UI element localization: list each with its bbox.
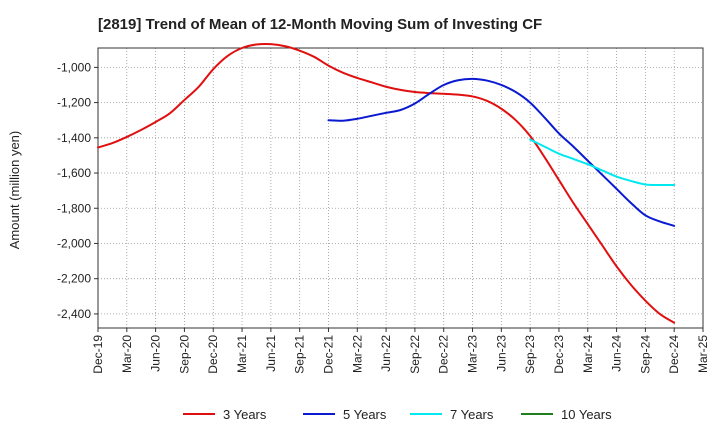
x-tick-label: Sep-24 [638, 335, 652, 374]
x-tick-label: Mar-23 [466, 335, 480, 373]
x-tick-label: Dec-20 [206, 335, 220, 374]
x-tick-label: Sep-22 [408, 335, 422, 374]
plot-area [98, 48, 703, 328]
series-line-5-years [327, 77, 676, 227]
x-tick-label: Dec-24 [667, 335, 681, 374]
x-tick-label: Sep-20 [177, 335, 191, 374]
legend-label-3-years: 3 Years [223, 407, 267, 422]
x-tick-label: Dec-19 [91, 335, 105, 374]
y-tick-label: -1,200 [57, 96, 91, 110]
x-tick-label: Mar-24 [581, 335, 595, 373]
x-tick-label: Sep-23 [523, 335, 537, 374]
plot-border [97, 47, 704, 329]
series-line-7-years [529, 138, 676, 187]
legend: 3 Years 5 Years 7 Years 10 Years [183, 407, 612, 422]
x-tick-label: Jun-23 [494, 335, 508, 372]
x-tick-label: Mar-22 [350, 335, 364, 373]
legend-label-7-years: 7 Years [450, 407, 494, 422]
y-axis: -1,000 -1,200 -1,400 -1,600 -1,800 -2,000 -2,2… [57, 60, 98, 321]
y-tick-label: -2,200 [57, 272, 91, 286]
series-line-3-years [97, 42, 676, 324]
legend-label-10-years: 10 Years [561, 407, 612, 422]
legend-label-5-years: 5 Years [343, 407, 387, 422]
x-tick-label: Jun-21 [264, 335, 278, 372]
x-tick-label: Jun-20 [149, 335, 163, 372]
chart-title: [2819] Trend of Mean of 12-Month Moving … [98, 16, 542, 33]
x-tick-label: Mar-20 [120, 335, 134, 373]
x-tick-label: Mar-21 [235, 335, 249, 373]
y-tick-label: -1,400 [57, 131, 91, 145]
x-axis: Dec-19 Mar-20 Jun-20 Sep-20 Dec-20 Mar-21 Jun-… [91, 328, 710, 374]
x-tick-label: Jun-22 [379, 335, 393, 372]
x-tick-label: Sep-21 [293, 335, 307, 374]
y-axis-label: Amount (million yen) [7, 131, 22, 250]
y-tick-label: -1,800 [57, 201, 91, 215]
y-tick-label: -2,000 [57, 236, 91, 250]
series-group [97, 42, 676, 324]
x-tick-label: Dec-23 [552, 335, 566, 374]
x-tick-label: Jun-24 [610, 335, 624, 372]
x-tick-label: Dec-22 [437, 335, 451, 374]
y-tick-label: -1,000 [57, 60, 91, 74]
y-tick-label: -2,400 [57, 307, 91, 321]
x-tick-label: Mar-25 [696, 335, 710, 373]
x-tick-label: Dec-21 [321, 335, 335, 374]
y-tick-label: -1,600 [57, 166, 91, 180]
